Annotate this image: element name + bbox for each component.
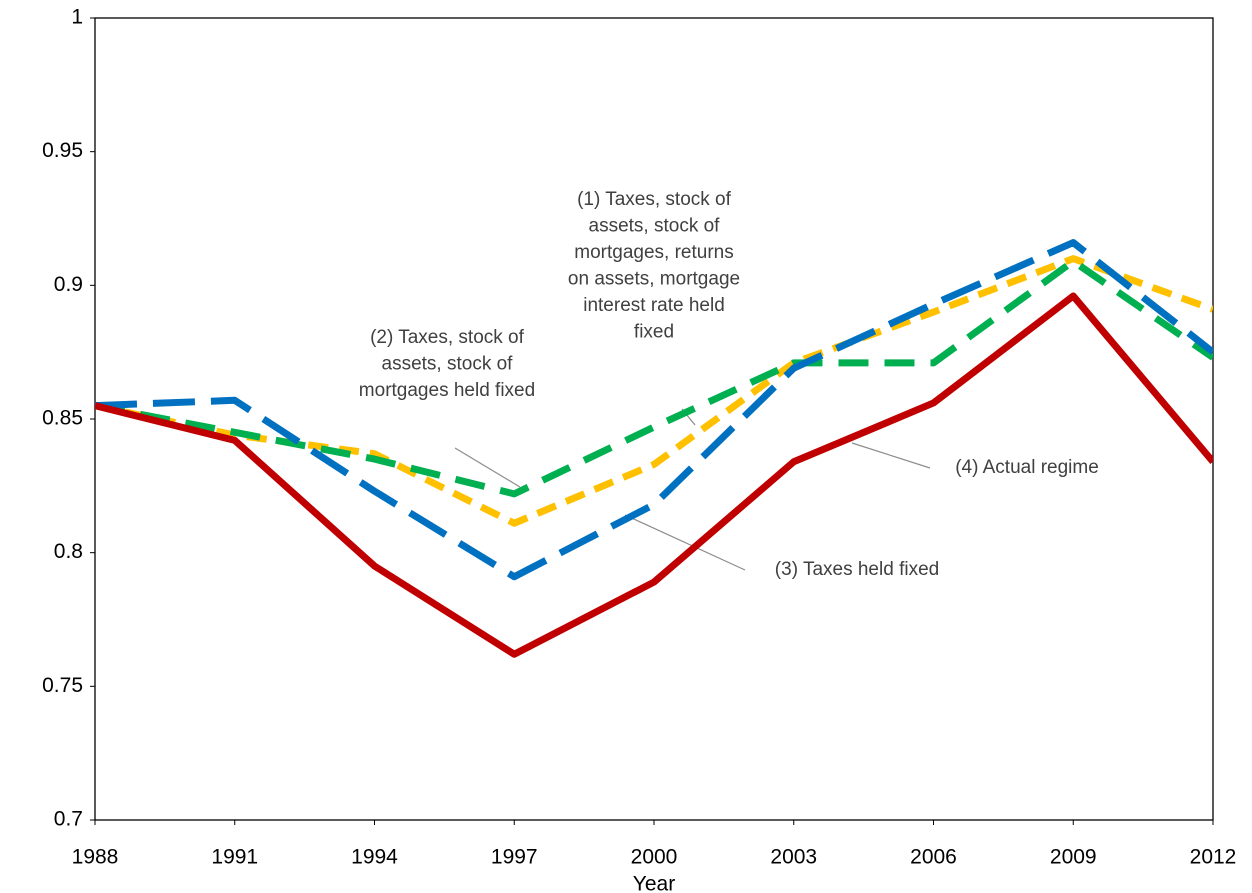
x-tick-label: 2012: [1190, 846, 1237, 869]
leader-line: [624, 514, 746, 571]
annotation: (1) Taxes, stock of: [577, 189, 732, 210]
annotation: (3) Taxes held fixed: [775, 559, 939, 580]
leader-line: [454, 447, 521, 488]
annotation: (2) Taxes, stock of: [370, 327, 525, 348]
annotation: fixed: [634, 322, 674, 343]
annotation: assets, stock of: [589, 216, 721, 237]
series-line: [95, 257, 1213, 498]
y-tick-label: 0.75: [42, 674, 83, 697]
x-tick-label: 1988: [72, 846, 119, 869]
annotation: (4) Actual regime: [955, 457, 1099, 478]
x-tick-label: 2009: [1050, 846, 1097, 869]
x-tick-label: 1991: [211, 846, 258, 869]
plot-frame: [94, 17, 1214, 821]
series-line: [95, 292, 1213, 658]
annotation: interest rate held: [583, 295, 725, 316]
series-line: [95, 239, 1213, 581]
y-tick-label: 0.85: [42, 407, 83, 430]
x-tick-label: 1997: [491, 846, 538, 869]
y-tick-label: 0.8: [54, 540, 83, 563]
x-tick-label: 2003: [770, 846, 817, 869]
y-tick-label: 0.95: [42, 139, 83, 162]
x-tick-label: 2000: [631, 846, 678, 869]
annotation: assets, stock of: [382, 354, 514, 375]
y-tick-label: 0.9: [54, 273, 83, 296]
annotation: mortgages held fixed: [359, 380, 535, 401]
annotation: on assets, mortgage: [568, 269, 740, 290]
x-tick-label: 2006: [910, 846, 957, 869]
x-axis-label: Year: [633, 873, 675, 893]
x-tick-label: 1994: [351, 846, 398, 869]
series-group: [95, 239, 1213, 658]
y-tick-label: 0.7: [54, 808, 83, 831]
leader-line: [851, 442, 931, 469]
annotation: mortgages, returns: [574, 242, 733, 263]
y-tick-label: 1: [71, 6, 83, 29]
